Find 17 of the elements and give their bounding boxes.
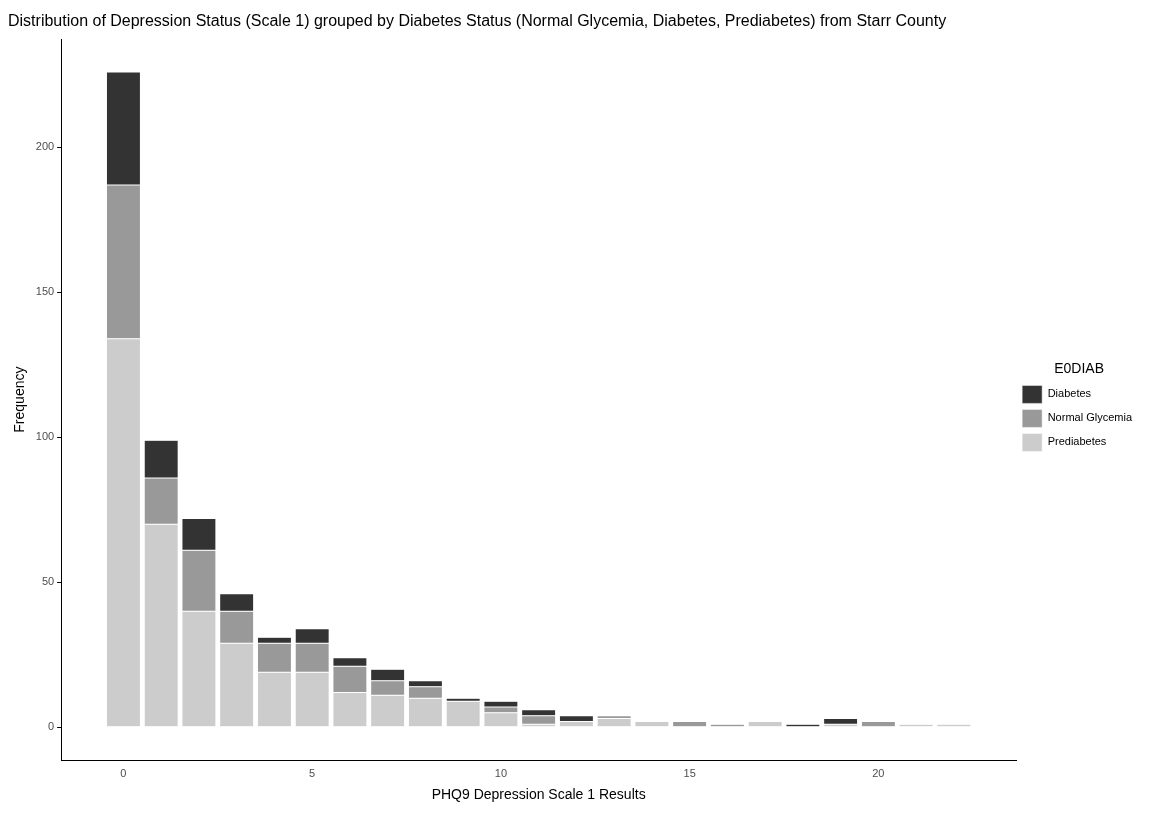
x-tick-label: 10 bbox=[494, 766, 508, 779]
x-tick-label: 20 bbox=[872, 766, 885, 779]
y-tick-label: 100 bbox=[35, 430, 55, 443]
legend-label: Prediabetes bbox=[1047, 435, 1107, 448]
y-tick-label: 150 bbox=[35, 285, 55, 298]
y-axis-title: Frequency bbox=[11, 366, 28, 433]
x-tick-label: 5 bbox=[309, 766, 316, 779]
legend-title: E0DIAB bbox=[1054, 360, 1104, 377]
x-axis-title: PHQ9 Depression Scale 1 Results bbox=[431, 786, 646, 803]
legend-label: Normal Glycemia bbox=[1047, 411, 1133, 424]
legend-label: Diabetes bbox=[1047, 387, 1092, 400]
y-tick-label: 50 bbox=[41, 575, 55, 588]
y-tick-label: 0 bbox=[48, 720, 55, 733]
x-tick-label: 15 bbox=[683, 766, 696, 779]
chart-title: Distribution of Depression Status (Scale 1) grouped by Diabetes Status (Normal Glycemia, Diabetes, Prediabetes) from Starr County bbox=[8, 12, 947, 30]
x-tick-label: 0 bbox=[120, 766, 127, 779]
y-tick-label: 200 bbox=[35, 140, 55, 153]
